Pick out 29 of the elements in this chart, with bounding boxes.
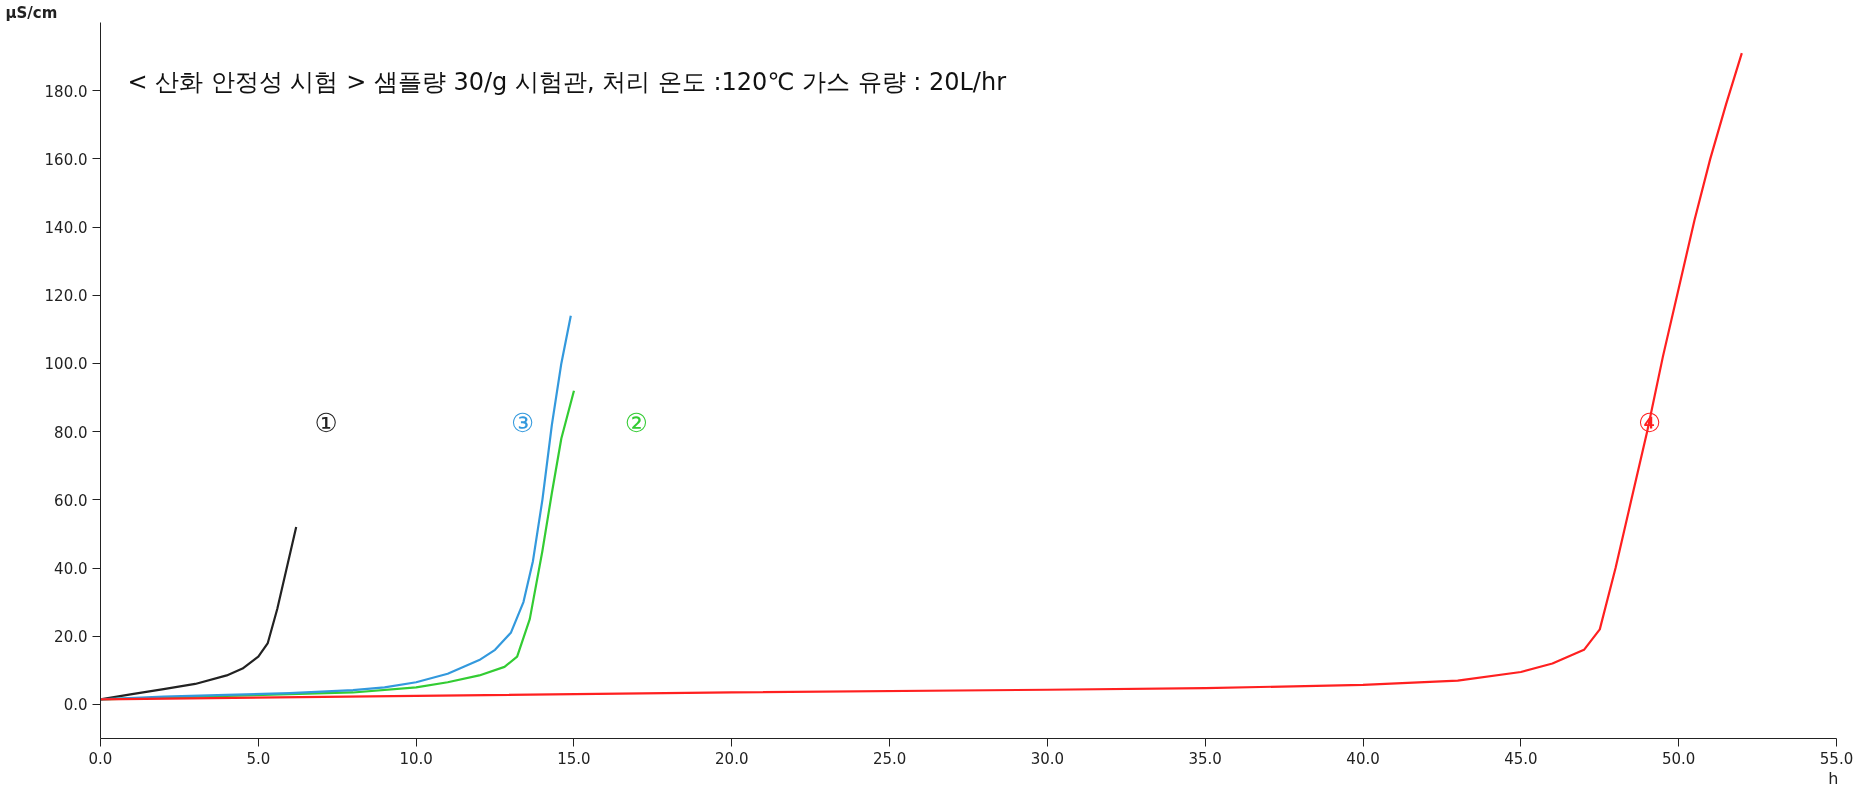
x-tick-label: 35.0 [1188, 749, 1222, 768]
x-tick-label: 10.0 [399, 749, 433, 768]
x-tick-label: 30.0 [1030, 749, 1065, 768]
x-tick-label: 50.0 [1661, 749, 1696, 768]
x-tick-label: 25.0 [872, 749, 907, 768]
x-tick-label: 40.0 [1346, 749, 1380, 768]
y-tick-label: 0.0 [63, 696, 88, 715]
x-tick-label: 15.0 [557, 749, 591, 768]
line-series [100, 52, 1743, 701]
x-tick-label: 55.0 [1819, 749, 1854, 768]
y-tick-label: 120.0 [44, 287, 88, 306]
text: ② [624, 407, 649, 438]
series-label: ③ [511, 407, 535, 438]
x-tick-label: 45.0 [1504, 749, 1538, 768]
y-tick-label: 140.0 [44, 219, 88, 238]
text: ① [314, 407, 338, 438]
x-tick-label: 20.0 [715, 749, 749, 768]
y-tick-label: 20.0 [54, 628, 88, 647]
y-tick-label: 40.0 [54, 560, 88, 579]
y-axis-title: μS/cm [5, 3, 58, 22]
x-tick-label: 0.0 [88, 749, 113, 768]
annotation: < 산화 안정성 시험 > 샘플량 30/g 시험관, 처리 온도 :120℃ 가스 유량 : 20L/hr [127, 67, 1007, 96]
x-axis-title: h [1828, 768, 1839, 787]
y-tick-label: 180.0 [44, 82, 88, 101]
y-tick-label: 60.0 [54, 491, 88, 510]
y-tick-label: 100.0 [44, 355, 88, 374]
y-tick-label: 160.0 [44, 150, 88, 169]
y-tick-label: 80.0 [54, 423, 88, 442]
x-tick-label: 5.0 [246, 749, 271, 768]
